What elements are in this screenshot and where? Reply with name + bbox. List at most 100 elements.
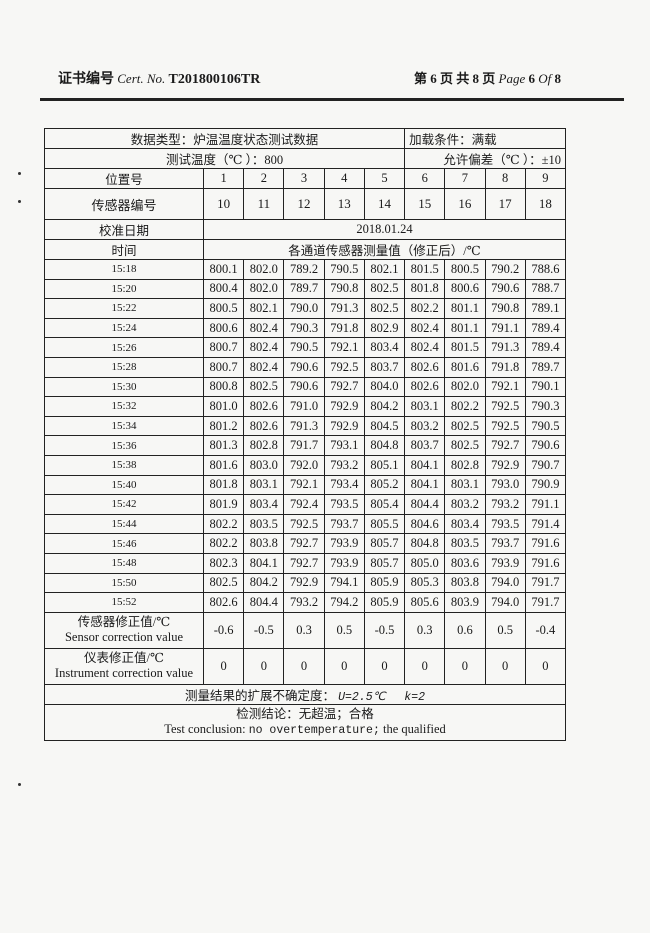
measurement-cell: 791.7 — [524, 592, 567, 613]
measurement-cell: 801.1 — [444, 298, 486, 319]
sensor-number: 18 — [524, 188, 567, 220]
load-condition: 加载条件：满载 — [404, 128, 566, 149]
scan-mark — [18, 200, 21, 203]
measurement-cell: 791.3 — [283, 415, 325, 437]
measurement-cell: 792.4 — [283, 494, 325, 515]
table-row: 15:40 801.8 803.1 792.1 793.4 805.2 804.1 803.1… — [44, 474, 567, 496]
measurement-cell: 802.1 — [243, 298, 285, 319]
measurement-cell: 805.2 — [363, 474, 406, 496]
page-cn-prefix: 第 — [414, 71, 428, 86]
measurement-cell: 794.0 — [484, 592, 526, 613]
measurement-cell: 803.8 — [243, 533, 285, 554]
uncertainty-label: 测量结果的扩展不确定度： — [184, 688, 335, 703]
measurement-cell: 802.4 — [404, 317, 446, 339]
measurement-cell: 802.6 — [243, 396, 285, 417]
measurement-cell: 790.6 — [283, 356, 325, 378]
measurement-cell: 800.8 — [202, 376, 245, 398]
conclusion-en-c: the qualified — [382, 721, 446, 736]
instr-corr-en: Instrument correction value — [54, 666, 194, 681]
measurement-cell: 792.1 — [484, 376, 526, 398]
measurement-cell: 805.6 — [404, 592, 446, 613]
time-cell: 15:40 — [44, 474, 204, 496]
measurement-cell: 803.7 — [363, 356, 406, 378]
instrument-correction-value: 0 — [444, 647, 486, 685]
measurement-cell: 802.2 — [404, 298, 446, 319]
measurement-cell: 803.1 — [404, 396, 446, 417]
conclusion: 检测结论：无超温；合格 Test conclusion: no overtemp… — [44, 703, 566, 741]
measurement-cell: 802.6 — [202, 592, 245, 613]
measurement-cell: 802.4 — [243, 356, 285, 378]
measurement-cell: 801.8 — [202, 474, 245, 496]
sensor-number: 15 — [404, 188, 446, 220]
measurement-cell: 793.7 — [484, 533, 526, 554]
sensor-correction-value: -0.6 — [202, 611, 245, 649]
page-en: Page — [498, 71, 526, 86]
measurement-cell: 801.5 — [444, 337, 486, 358]
measurement-cell: 805.7 — [363, 552, 406, 574]
measurement-cell: 793.9 — [323, 533, 365, 554]
time-cell: 15:46 — [44, 533, 204, 554]
sensor-label: 传感器编号 — [44, 188, 204, 220]
position-number: 6 — [404, 168, 446, 189]
measurement-cell: 802.2 — [444, 396, 486, 417]
measurement-cell: 801.9 — [202, 494, 245, 515]
measurement-cell: 793.0 — [484, 474, 526, 496]
measurement-cell: 791.6 — [524, 533, 567, 554]
table-row: 15:36 801.3 802.8 791.7 793.1 804.8 803.7 802.5… — [44, 435, 567, 456]
test-temperature: 测试温度（℃ ）：800 — [43, 148, 406, 169]
measurement-cell: 803.8 — [444, 572, 486, 594]
position-number: 3 — [283, 168, 325, 189]
measurement-cell: 802.1 — [363, 259, 406, 280]
measurement-cell: 793.9 — [484, 552, 526, 574]
measurement-cell: 790.6 — [283, 376, 325, 398]
measurement-cell: 802.6 — [404, 376, 446, 398]
time-cell: 15:52 — [44, 592, 204, 613]
measurement-cell: 789.1 — [524, 298, 567, 319]
measurement-cell: 804.2 — [243, 572, 285, 594]
measurement-cell: 802.5 — [363, 278, 406, 300]
measurement-cell: 804.1 — [404, 454, 446, 476]
instrument-correction-value: 0 — [524, 647, 567, 685]
position-label: 位置号 — [44, 168, 204, 189]
measurement-cell: 803.4 — [444, 513, 486, 535]
measurement-cell: 803.2 — [444, 494, 486, 515]
measurement-cell: 801.5 — [404, 259, 446, 280]
page-cn-mid: 页 共 — [440, 71, 470, 86]
sensor-correction-value: -0.4 — [524, 611, 567, 649]
measurement-cell: 801.2 — [202, 415, 245, 437]
table-row: 15:32 801.0 802.6 791.0 792.9 804.2 803.1 802.2… — [44, 396, 567, 417]
sensor-correction-value: 0.3 — [283, 611, 325, 649]
measurement-cell: 792.0 — [283, 454, 325, 476]
measurement-cell: 804.2 — [363, 396, 406, 417]
measurement-cell: 800.4 — [202, 278, 245, 300]
cert-label-cn: 证书编号 — [58, 72, 114, 87]
sensor-correction-label: 传感器修正值/℃ Sensor correction value — [44, 611, 204, 649]
measurement-cell: 802.0 — [444, 376, 486, 398]
measurement-cell: 803.7 — [404, 435, 446, 456]
measurement-cell: 790.5 — [323, 259, 365, 280]
table-row: 15:42 801.9 803.4 792.4 793.5 805.4 804.4 803.2… — [44, 494, 567, 515]
measurement-cell: 790.7 — [524, 454, 567, 476]
measurement-cell: 800.5 — [444, 259, 486, 280]
measurement-cell: 803.5 — [444, 533, 486, 554]
measurement-cell: 790.5 — [283, 337, 325, 358]
instrument-correction-value: 0 — [243, 647, 285, 685]
measurement-cell: 789.2 — [283, 259, 325, 280]
measurement-cell: 793.5 — [484, 513, 526, 535]
measurement-cell: 793.1 — [323, 435, 365, 456]
table-row: 15:26 800.7 802.4 790.5 792.1 803.4 802.4 801.5… — [44, 337, 567, 358]
measurement-cell: 792.7 — [283, 533, 325, 554]
measurement-cell: 792.1 — [283, 474, 325, 496]
measurement-cell: 800.7 — [202, 337, 245, 358]
cal-date-label: 校准日期 — [44, 219, 204, 240]
measurement-cell: 792.5 — [323, 356, 365, 378]
time-cell: 15:42 — [44, 494, 204, 515]
measurement-cell: 791.3 — [323, 298, 365, 319]
instrument-correction-value: 0 — [484, 647, 526, 685]
sensor-correction-value: 0.5 — [323, 611, 365, 649]
measurement-cell: 790.1 — [524, 376, 567, 398]
measurement-cell: 803.5 — [243, 513, 285, 535]
measurement-cell: 793.9 — [323, 552, 365, 574]
cert-number: 证书编号 Cert. No. T201800106TR — [58, 68, 260, 88]
